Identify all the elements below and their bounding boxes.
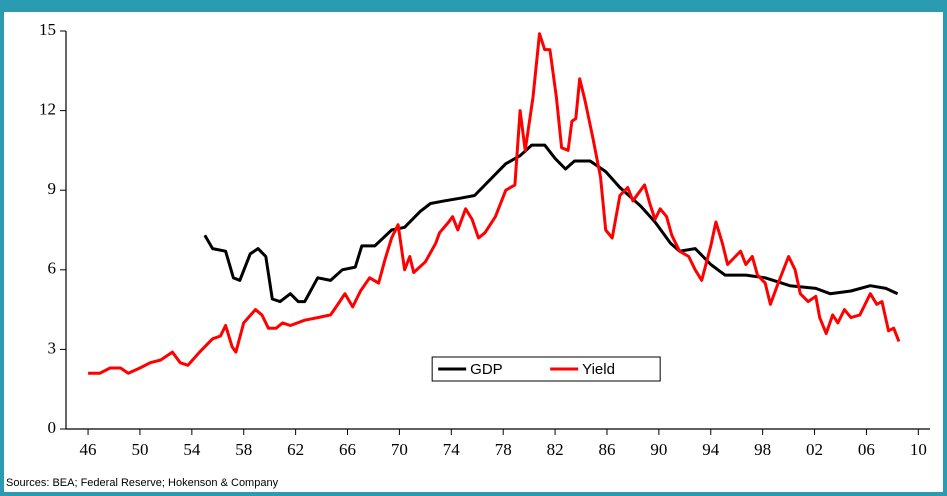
x-tick-label: 06 xyxy=(858,440,875,459)
x-tick-label: 86 xyxy=(598,440,615,459)
y-tick-label: 12 xyxy=(39,100,56,119)
legend-label: Yield xyxy=(582,361,615,378)
y-tick-label: 3 xyxy=(48,338,57,357)
x-tick-label: 70 xyxy=(391,440,408,459)
series-line xyxy=(203,143,899,304)
legend-box xyxy=(431,356,661,382)
x-tick-label: 54 xyxy=(183,440,201,459)
x-tick-label: 66 xyxy=(339,440,356,459)
x-tick-label: 94 xyxy=(702,440,720,459)
y-tick-label: 6 xyxy=(48,259,57,278)
x-tick-label: 50 xyxy=(131,440,148,459)
x-tick-label: 62 xyxy=(287,440,304,459)
y-tick-label: 0 xyxy=(48,418,57,437)
x-tick-label: 98 xyxy=(754,440,771,459)
x-tick-label: 02 xyxy=(806,440,823,459)
source-note: Sources: BEA; Federal Reserve; Hokenson … xyxy=(6,477,279,489)
x-tick-label: 82 xyxy=(547,440,564,459)
x-tick-label: 10 xyxy=(910,440,927,459)
x-tick-label: 90 xyxy=(650,440,667,459)
x-tick-label: 78 xyxy=(495,440,512,459)
series-line xyxy=(88,32,901,375)
y-tick-label: 9 xyxy=(48,179,57,198)
x-tick-label: 46 xyxy=(80,440,97,459)
legend-label: GDP xyxy=(470,361,503,378)
x-tick-label: 74 xyxy=(443,440,461,459)
frame xyxy=(4,12,943,492)
y-tick-label: 15 xyxy=(39,20,56,39)
x-tick-label: 58 xyxy=(235,440,252,459)
